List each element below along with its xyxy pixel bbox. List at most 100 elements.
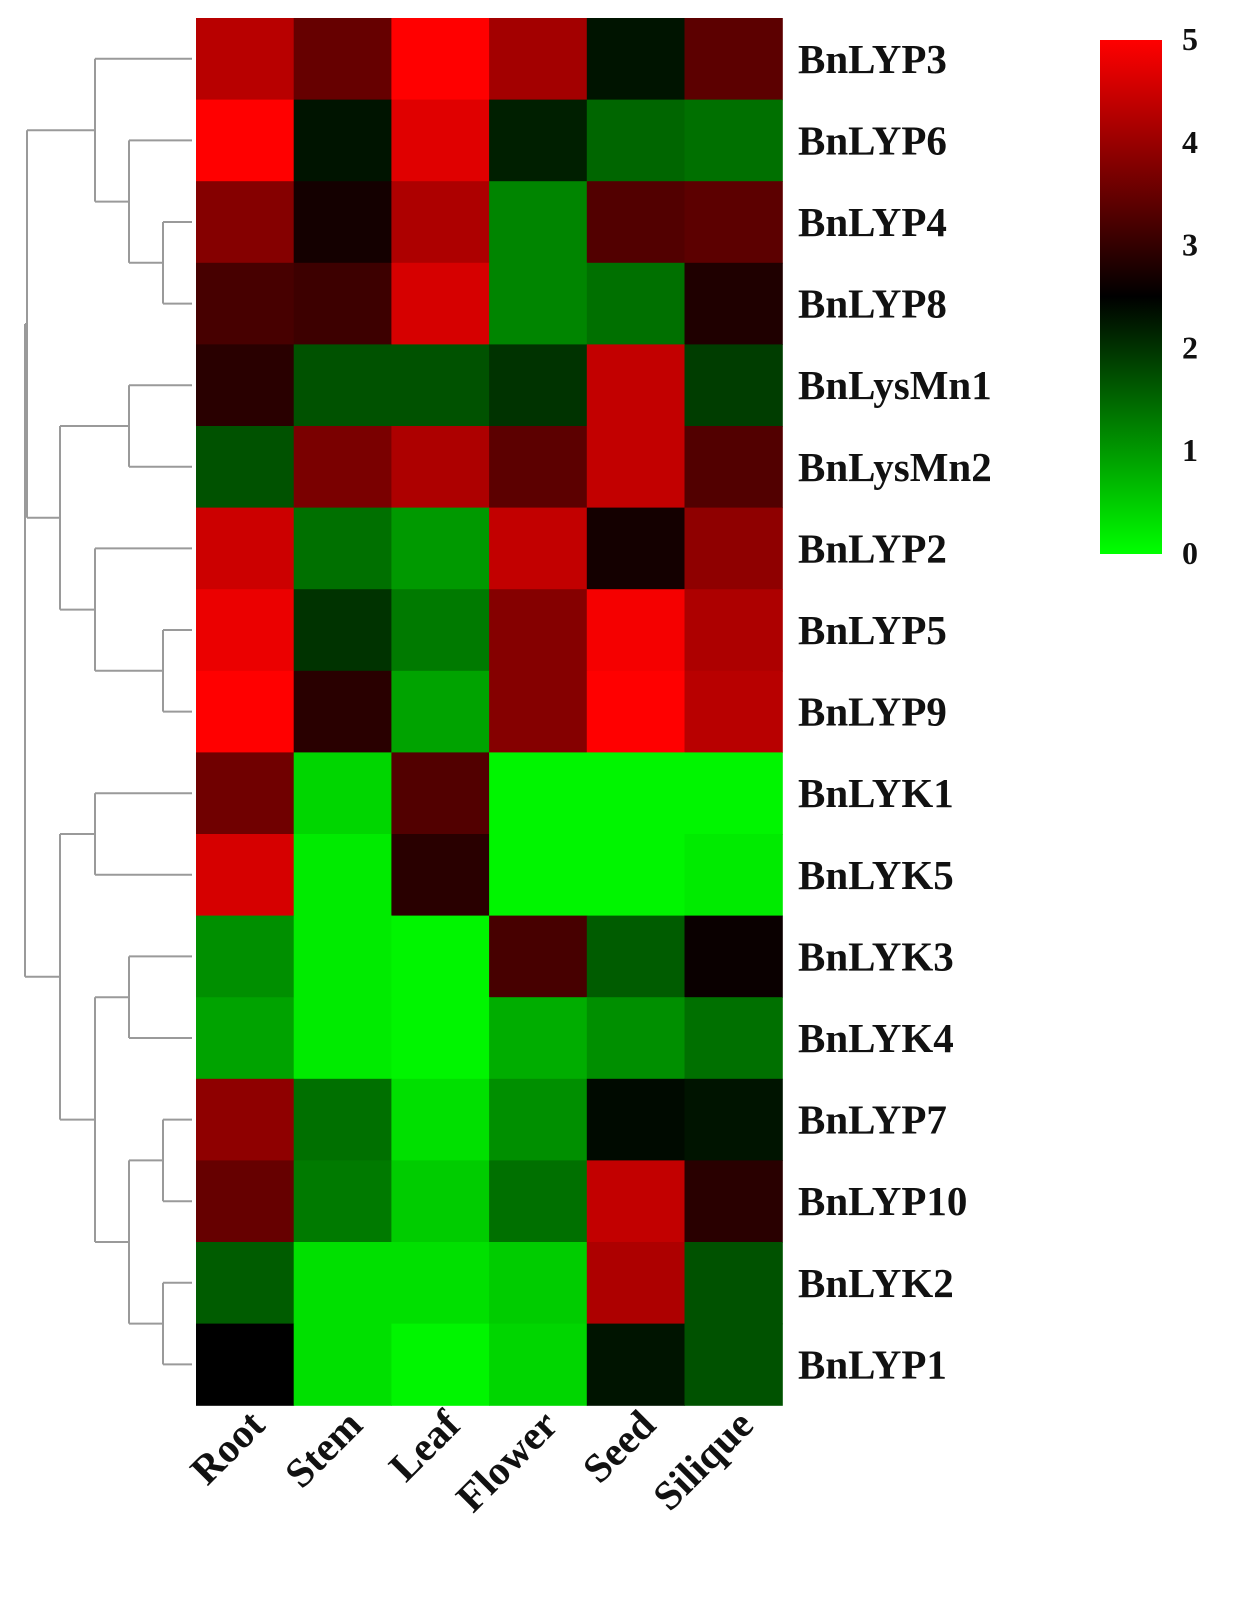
heatmap-cell-BnLYP7-Leaf [391,1078,490,1161]
heatmap-cell-BnLYP8-Leaf [391,262,490,345]
row-label-BnLYK5: BnLYK5 [798,852,954,898]
heatmap-cell-BnLYP1-Stem [293,1323,392,1406]
color-scale-tick-5: 5 [1182,21,1198,57]
heatmap-cell-BnLysMn1-Flower [489,344,588,427]
row-label-BnLYK4: BnLYK4 [798,1015,954,1061]
heatmap-cell-BnLysMn2-Silique [684,426,783,509]
heatmap-cell-BnLysMn2-Root [196,426,295,509]
heatmap-cell-BnLYP4-Silique [684,181,783,264]
heatmap-cell-BnLYP1-Root [196,1323,295,1406]
heatmap-cell-BnLYP4-Flower [489,181,588,264]
heatmap-cell-BnLYP8-Silique [684,262,783,345]
heatmap-cell-BnLYP9-Stem [293,670,392,753]
row-label-BnLYP10: BnLYP10 [798,1178,967,1224]
heatmap-cell-BnLYK3-Root [196,915,295,998]
heatmap-cell-BnLYP1-Leaf [391,1323,490,1406]
heatmap-cell-BnLysMn2-Seed [586,426,686,509]
heatmap-cell-BnLYP5-Silique [684,589,783,672]
column-label-stem: Stem [276,1401,371,1496]
column-label-flower: Flower [447,1401,566,1520]
heatmap-cell-BnLYP4-Seed [586,181,686,264]
heatmap-cell-BnLYP10-Root [196,1160,295,1243]
heatmap-cell-BnLYP4-Leaf [391,181,490,264]
heatmap-cell-BnLYK1-Seed [586,752,686,835]
heatmap-cell-BnLysMn2-Stem [293,426,392,509]
heatmap-cell-BnLYK2-Root [196,1242,295,1325]
row-label-BnLYP2: BnLYP2 [798,525,947,571]
heatmap-cell-BnLYP5-Stem [293,589,392,672]
color-scale-ticks: 0 1 2 3 4 5 [1182,21,1198,571]
heatmap-cell-BnLYP10-Silique [684,1160,783,1243]
row-label-BnLYK2: BnLYK2 [798,1260,954,1306]
heatmap-cell-BnLYK2-Silique [684,1242,783,1325]
heatmap-cell-BnLYP10-Seed [586,1160,686,1243]
heatmap-cell-BnLYP9-Root [196,670,295,753]
row-label-BnLYP3: BnLYP3 [798,36,947,82]
heatmap-cell-BnLysMn1-Root [196,344,295,427]
heatmap-cell-BnLYK2-Flower [489,1242,588,1325]
heatmap-cell-BnLYP7-Flower [489,1078,588,1161]
heatmap-cell-BnLYP5-Leaf [391,589,490,672]
row-label-BnLYP6: BnLYP6 [798,117,947,163]
row-label-BnLYP9: BnLYP9 [798,689,947,735]
column-label-root: Root [181,1401,273,1493]
heatmap-cell-BnLYK4-Flower [489,997,588,1080]
column-label-silique: Silique [644,1401,762,1519]
heatmap-cell-BnLysMn2-Leaf [391,426,490,509]
heatmap-cell-BnLYK3-Seed [586,915,686,998]
row-dendrogram [24,57,192,1366]
heatmap-cell-BnLYK2-Leaf [391,1242,490,1325]
heatmap-cell-BnLYP3-Leaf [391,18,490,101]
heatmap-cell-BnLYP2-Leaf [391,507,490,590]
heatmap-cell-BnLYK1-Stem [293,752,392,835]
heatmap-cell-BnLYP10-Flower [489,1160,588,1243]
heatmap-cell-BnLYP8-Root [196,262,295,345]
heatmap-cell-BnLYK1-Root [196,752,295,835]
color-scale-bar [1100,40,1162,554]
heatmap-cell-BnLYK1-Flower [489,752,588,835]
heatmap-cells [196,18,783,1406]
heatmap-cell-BnLYP5-Seed [586,589,686,672]
heatmap-cell-BnLYP2-Seed [586,507,686,590]
heatmap-cell-BnLYP9-Leaf [391,670,490,753]
heatmap-cell-BnLYK3-Flower [489,915,588,998]
heatmap-cell-BnLYK5-Root [196,834,295,917]
heatmap-cell-BnLYP5-Flower [489,589,588,672]
heatmap-cell-BnLYP6-Stem [293,99,392,182]
heatmap-cell-BnLYK5-Seed [586,834,686,917]
row-label-BnLYP1: BnLYP1 [798,1341,947,1387]
heatmap-cell-BnLYP1-Flower [489,1323,588,1406]
color-scale-legend: 0 1 2 3 4 5 [1100,21,1198,571]
heatmap-cell-BnLYP7-Silique [684,1078,783,1161]
heatmap-cell-BnLYP6-Root [196,99,295,182]
heatmap-cell-BnLYP6-Flower [489,99,588,182]
heatmap-cell-BnLYP8-Seed [586,262,686,345]
heatmap-cell-BnLYP2-Stem [293,507,392,590]
color-scale-tick-0: 0 [1182,535,1198,571]
heatmap-cell-BnLYP3-Silique [684,18,783,101]
column-label-leaf: Leaf [380,1400,470,1490]
color-scale-tick-1: 1 [1182,432,1198,468]
heatmap-cell-BnLYK5-Stem [293,834,392,917]
heatmap-cell-BnLYK4-Silique [684,997,783,1080]
heatmap-cell-BnLYP1-Seed [586,1323,686,1406]
heatmap-cell-BnLYK3-Stem [293,915,392,998]
heatmap-cell-BnLYP3-Stem [293,18,392,101]
heatmap-cell-BnLYK3-Leaf [391,915,490,998]
heatmap-cell-BnLYK4-Leaf [391,997,490,1080]
row-label-BnLYK1: BnLYK1 [798,770,954,816]
heatmap-cell-BnLYK2-Stem [293,1242,392,1325]
row-label-BnLYP5: BnLYP5 [798,607,947,653]
row-label-BnLYP4: BnLYP4 [798,199,947,245]
heatmap-cell-BnLYP3-Root [196,18,295,101]
heatmap-cell-BnLYP10-Leaf [391,1160,490,1243]
row-label-BnLYP8: BnLYP8 [798,281,947,327]
color-scale-tick-4: 4 [1182,124,1198,160]
heatmap-cell-BnLYP4-Stem [293,181,392,264]
heatmap-cell-BnLYP9-Silique [684,670,783,753]
heatmap-cell-BnLYP10-Stem [293,1160,392,1243]
heatmap-cell-BnLYP7-Root [196,1078,295,1161]
